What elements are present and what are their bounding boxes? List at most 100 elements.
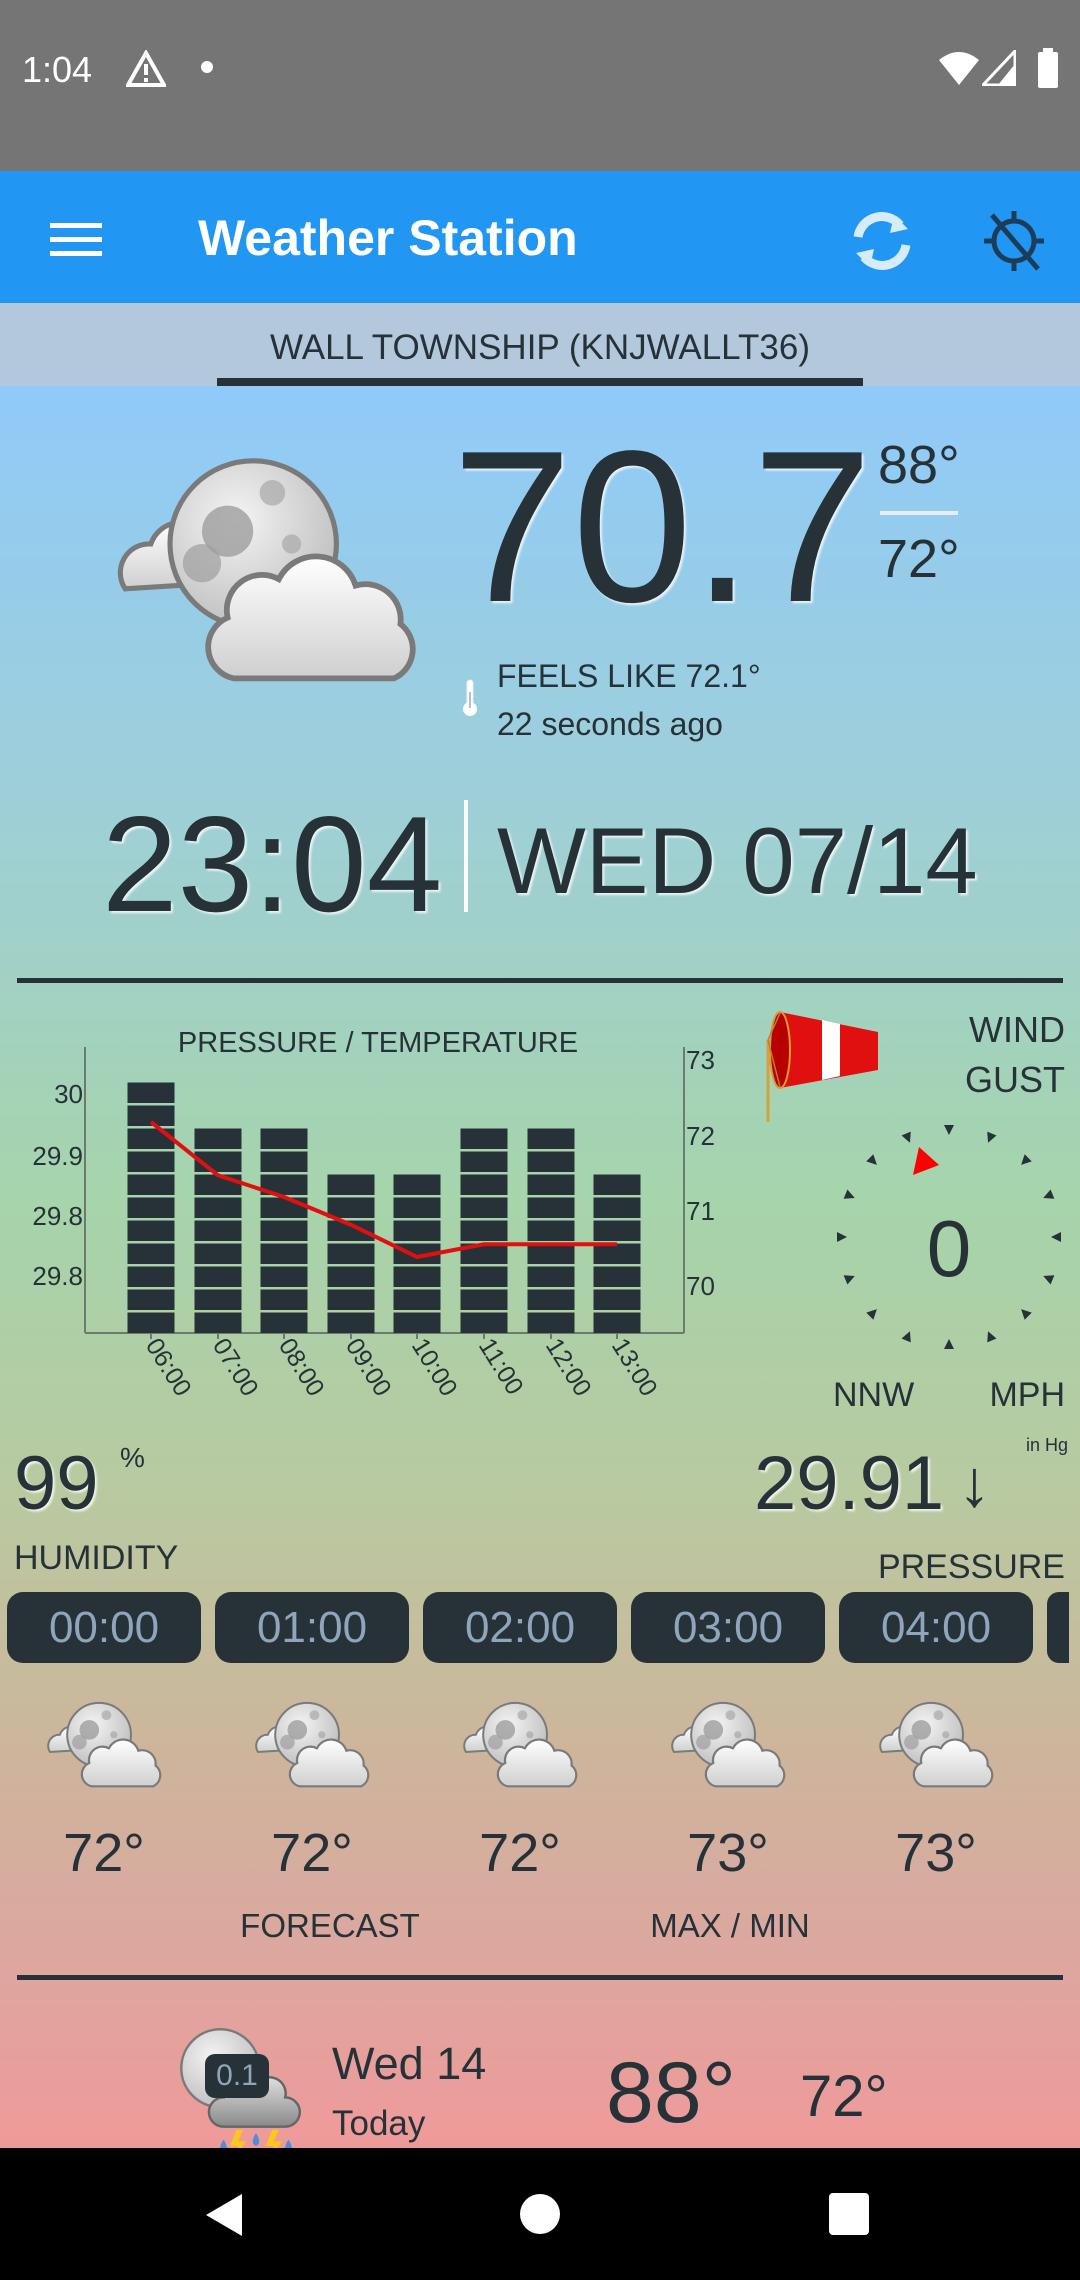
recents-icon[interactable] — [828, 2192, 870, 2236]
gps-off-icon[interactable] — [980, 207, 1048, 275]
refresh-icon[interactable] — [848, 207, 916, 275]
left-tick-label: 30 — [54, 1079, 83, 1109]
pressure-bar-segment — [527, 1220, 575, 1241]
pressure-bar-segment — [460, 1243, 508, 1264]
high-temperature: 88° — [878, 435, 960, 495]
chart-title: PRESSURE / TEMPERATURE — [178, 1027, 578, 1059]
x-tick-label: 13:00 — [606, 1333, 663, 1401]
wind-label: WIND — [969, 1009, 1065, 1050]
pressure-bar-segment — [393, 1220, 441, 1241]
pressure-bar-segment — [460, 1128, 508, 1149]
wind-direction-pointer — [913, 1147, 939, 1175]
pressure-bar-segment — [460, 1197, 508, 1218]
pressure-label: PRESSURE — [877, 1548, 1065, 1586]
pressure-bar — [327, 1174, 375, 1333]
pressure-bar-segment — [327, 1312, 375, 1333]
back-icon[interactable] — [204, 2192, 244, 2238]
x-tick-label: 07:00 — [207, 1333, 264, 1401]
pressure-bar-segment — [393, 1312, 441, 1333]
clock-divider — [464, 800, 468, 912]
current-temperature: 70.7 — [452, 405, 873, 647]
compass-tick — [837, 1232, 847, 1242]
pressure-bar — [460, 1128, 508, 1333]
gust-label: GUST — [964, 1059, 1065, 1100]
pressure-bar — [127, 1082, 175, 1333]
pressure-bar-segment — [127, 1266, 175, 1287]
clock-time: 23:04 — [102, 788, 443, 940]
pressure-bar-segment — [593, 1197, 641, 1218]
hour-temp: 73° — [895, 1823, 977, 1883]
hour-pill[interactable]: 02:00 — [423, 1592, 617, 1663]
menu-icon[interactable] — [50, 221, 104, 257]
pressure-bar-segment — [460, 1220, 508, 1241]
hour-temp: 73° — [687, 1823, 769, 1883]
pressure-bar-segment — [527, 1289, 575, 1310]
right-tick-label: 70 — [686, 1271, 715, 1301]
pressure-temperature-chart: PRESSURE / TEMPERATURE 30 29.9 29.8 29.8… — [32, 1027, 715, 1401]
wifi-icon — [939, 52, 979, 85]
pressure-bar-segment — [194, 1312, 242, 1333]
pressure-bar-segment — [593, 1266, 641, 1287]
home-icon[interactable] — [518, 2192, 562, 2236]
pressure-bar-segment — [260, 1312, 308, 1333]
pressure-bar-segment — [194, 1197, 242, 1218]
compass-tick — [843, 1275, 855, 1285]
humidity-label: HUMIDITY — [14, 1539, 179, 1577]
clock-date: WED 07/14 — [497, 808, 978, 913]
pressure-bar — [260, 1128, 308, 1333]
right-tick-label: 73 — [686, 1045, 715, 1075]
pressure-bar-segment — [327, 1266, 375, 1287]
pressure-bar-segment — [194, 1174, 242, 1195]
pressure-bar-segment — [260, 1243, 308, 1264]
pressure-bar-segment — [527, 1174, 575, 1195]
station-tab[interactable]: WALL TOWNSHIP (KNJWALLT36) — [269, 328, 811, 367]
x-tick-label: 11:00 — [473, 1333, 529, 1399]
pressure-bar-segment — [460, 1151, 508, 1172]
pressure-bar — [393, 1174, 441, 1333]
wind-direction: NNW — [833, 1376, 915, 1414]
x-tick-label: 09:00 — [340, 1333, 397, 1401]
precip-badge: 0.1 — [205, 2054, 269, 2098]
pressure-bar-segment — [127, 1289, 175, 1310]
pressure-bar-segment — [127, 1243, 175, 1264]
night-partly-cloudy-icon — [456, 1698, 584, 1790]
hour-pill[interactable]: 00:00 — [7, 1592, 201, 1663]
pressure-bar — [194, 1128, 242, 1333]
hour-pill[interactable]: 01:00 — [215, 1592, 409, 1663]
hour-pill[interactable]: 03:00 — [631, 1592, 825, 1663]
pressure-bar-segment — [260, 1289, 308, 1310]
hour-pill-partial[interactable] — [1047, 1592, 1069, 1663]
compass-tick — [944, 1339, 954, 1349]
pressure-bar-segment — [527, 1151, 575, 1172]
hour-pill[interactable]: 04:00 — [839, 1592, 1033, 1663]
wind-unit: MPH — [989, 1376, 1065, 1414]
x-tick-label: 06:00 — [140, 1333, 197, 1401]
pressure-bar-segment — [194, 1220, 242, 1241]
pressure-bar — [527, 1128, 575, 1333]
battery-icon — [1038, 48, 1058, 88]
compass-tick — [1051, 1232, 1061, 1242]
pressure-bar-segment — [260, 1174, 308, 1195]
night-partly-cloudy-icon — [664, 1698, 792, 1790]
daily-row[interactable]: 0.1 Wed 14 Today 88° 72° — [0, 1990, 1080, 2148]
compass-tick — [944, 1125, 954, 1135]
hour-time: 01:00 — [256, 1602, 368, 1652]
notification-dot-icon — [201, 61, 213, 73]
compass-tick — [901, 1331, 911, 1343]
wind-compass — [837, 1125, 1061, 1349]
pressure-bar-segment — [460, 1312, 508, 1333]
max-min-label: MAX / MIN — [650, 1907, 810, 1944]
hour-temp: 72° — [63, 1823, 145, 1883]
pressure-bar — [593, 1174, 641, 1333]
pressure-bar-segment — [194, 1266, 242, 1287]
hour-time: 02:00 — [464, 1602, 576, 1652]
humidity-unit: % — [120, 1442, 145, 1473]
compass-tick — [1043, 1275, 1055, 1285]
pressure-bar-segment — [460, 1289, 508, 1310]
compass-tick — [987, 1131, 997, 1143]
status-time: 1:04 — [22, 49, 93, 90]
pressure-bar-segment — [393, 1174, 441, 1195]
left-tick-label: 29.9 — [32, 1141, 83, 1171]
pressure-bar-segment — [460, 1174, 508, 1195]
forecast-label: FORECAST — [240, 1907, 420, 1944]
